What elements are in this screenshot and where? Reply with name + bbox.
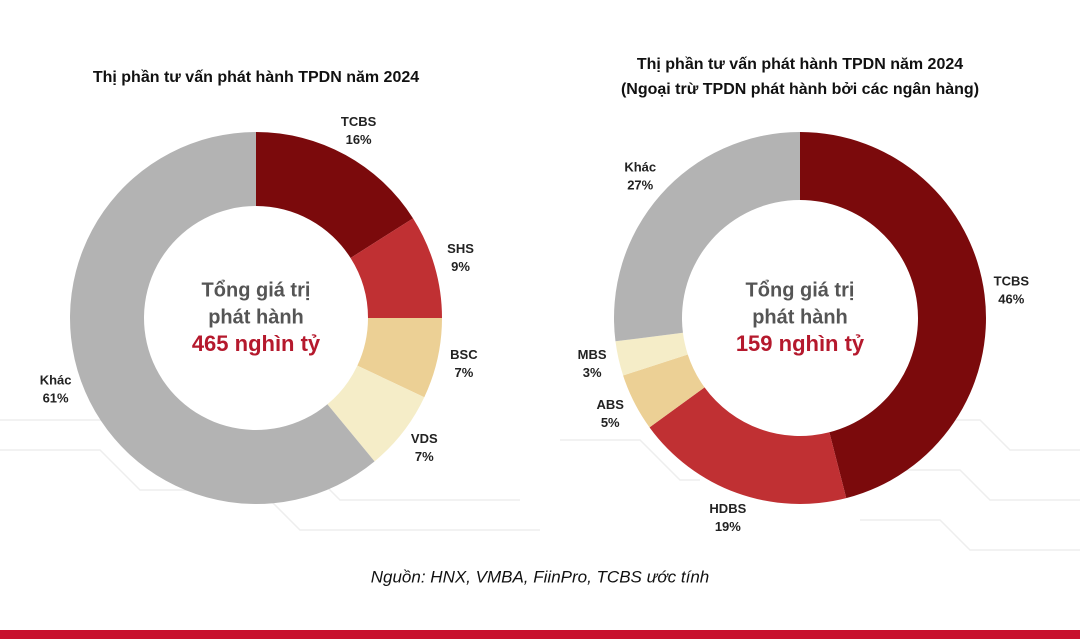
donut-slice [649,387,847,505]
slice-value: 16% [346,132,372,147]
slice-label: VDS [411,431,438,446]
slice-label: SHS [447,241,474,256]
slice-label: TCBS [341,114,377,129]
slice-label: MBS [578,347,607,362]
donut-slice [256,132,414,258]
center-label: phát hành [752,306,848,328]
donut-slice [357,318,442,398]
slice-value: 46% [998,292,1024,307]
bottom-bar [0,630,1080,639]
donut-slice [615,332,688,376]
slice-label: HDBS [709,501,746,516]
slice-value: 7% [415,449,434,464]
center-label: phát hành [208,306,304,328]
donut-slice [350,218,442,318]
slice-label: BSC [450,347,478,362]
slice-value: 3% [583,365,602,380]
center-label: Tổng giá trị [746,279,855,301]
donut-slice [614,132,800,342]
donut-slice [327,365,425,462]
slice-label: Khác [624,160,656,175]
source: Nguồn: HNX, VMBA, FiinPro, TCBS ước tính [371,567,710,586]
donut-slice [623,354,705,428]
slice-value: 19% [715,519,741,534]
chart-title: Thị phần tư vấn phát hành TPDN năm 2024 [93,69,419,86]
center-label: Tổng giá trị [202,279,311,301]
slice-value: 61% [43,391,69,406]
slice-value: 9% [451,259,470,274]
donut-slice [800,132,986,499]
slice-label: TCBS [994,274,1030,289]
chart-subtitle: (Ngoại trừ TPDN phát hành bởi các ngân h… [621,81,979,98]
slice-label: Khác [40,373,72,388]
center-value: 159 nghìn tỷ [736,331,865,356]
chart-title: Thị phần tư vấn phát hành TPDN năm 2024 [637,56,963,73]
donut-slice [69,132,375,505]
center-value: 465 nghìn tỷ [192,331,321,356]
slice-value: 5% [601,415,620,430]
slice-value: 27% [627,178,653,193]
slice-value: 7% [454,365,473,380]
slice-label: ABS [596,397,624,412]
